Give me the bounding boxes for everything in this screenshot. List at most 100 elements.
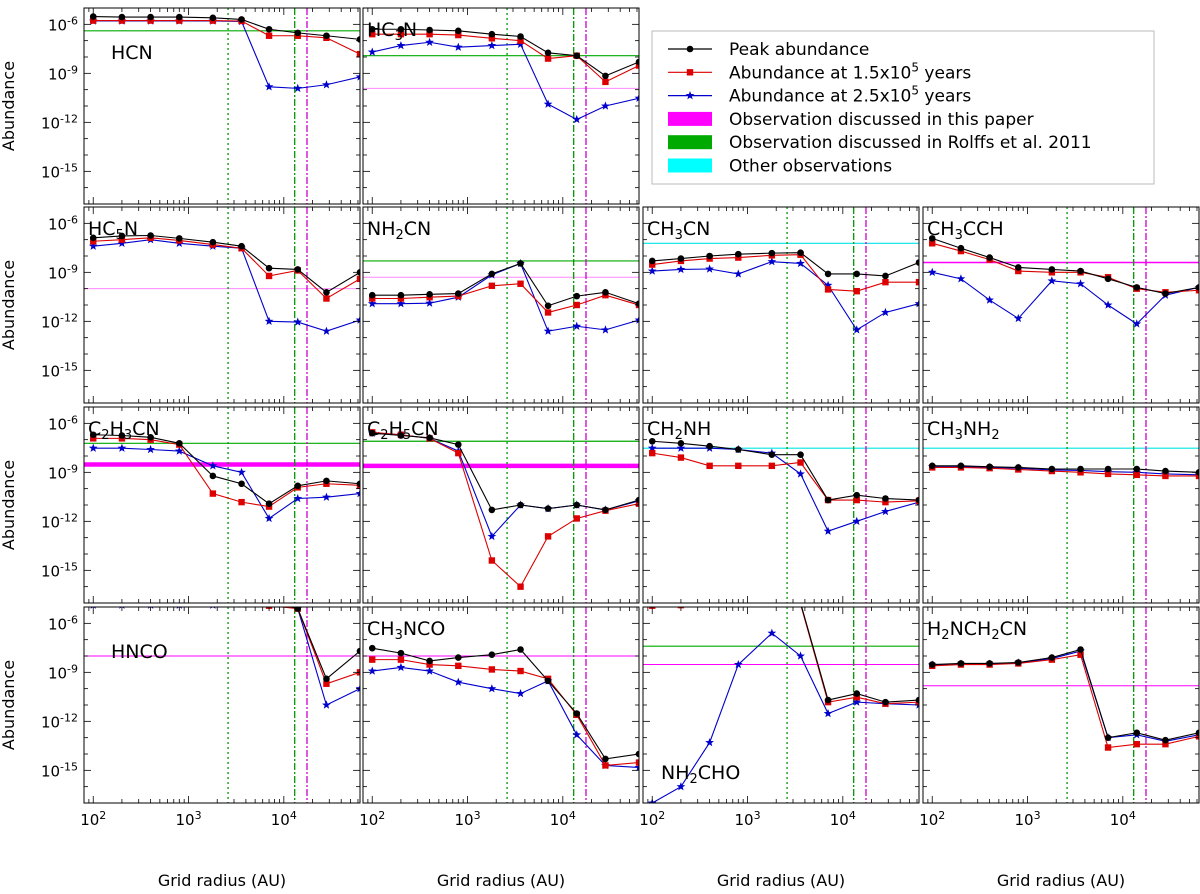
panel-c2h5cn-point-1-6: [544, 533, 552, 540]
species-label-part: 3: [395, 29, 403, 44]
panel-hnco-xtick-label-1-base: 10: [175, 811, 194, 829]
panel-c2h3cn-point-0-7: [294, 482, 302, 490]
panel-h2nch2cn-xtick-label-2-base: 10: [1110, 811, 1129, 829]
panel-c2h3cn-point-0-9: [356, 480, 360, 488]
panel-c2h3cn-ylabel: Abundance: [0, 460, 18, 550]
panel-ch3cn-point-0-6: [824, 270, 832, 278]
panel-ch3cch-point-0-0: [928, 235, 936, 242]
panel-ch3nco-point-0-4: [488, 651, 496, 659]
panel-nh2cho-point-0-9: [915, 696, 919, 704]
panel-hc3n-point-2-1: [396, 40, 406, 50]
panel-ch3nco-xtick-label-0-base: 10: [359, 811, 378, 829]
panel-nh2cn-species-label: NH2CN: [367, 218, 431, 243]
panel-ch3nh2-point-1-6: [1104, 470, 1112, 478]
panel-ch3cn-point-0-8: [882, 272, 889, 280]
panel-h2nch2cn-point-0-1: [957, 660, 965, 667]
panel-nh2cn-point-1-4: [488, 282, 496, 289]
panel-ch2nh-point-0-5: [797, 451, 804, 459]
panel-nh2cn-point-2-1: [396, 299, 406, 308]
panel-nh2cn-point-0-8: [602, 288, 609, 296]
legend-entry-1-label-text: Abundance at 1.5x10: [729, 63, 911, 83]
panel-hcn-ylabel: Abundance: [0, 61, 18, 151]
legend-entry-5-label-text: Other observations: [729, 157, 892, 177]
panel-ch3nh2-point-1-5: [1077, 469, 1084, 476]
panel-hnco-ytick-label-3-base: 10: [41, 762, 60, 780]
panel-nh2cho-xtick-label-2-base: 10: [830, 811, 849, 829]
panel-h2nch2cn-species-label: H2NCH2CN: [927, 618, 1027, 643]
panel-nh2cho-series-line-2: [651, 632, 919, 803]
panel-hc3n-point-1-0: [369, 30, 376, 38]
panel-hnco-ytick-label-0-base: 10: [48, 615, 67, 633]
panel-hc5n-ytick-label-2-exp: -12: [60, 311, 78, 324]
species-label-part: 3: [395, 628, 403, 643]
legend-entry-4-label: Observation discussed in Rolffs et al. 2…: [729, 133, 1092, 153]
species-label-part: CN: [404, 218, 431, 240]
panel-c2h3cn-point-2-4: [208, 461, 218, 470]
species-label-part: 5: [116, 228, 124, 243]
panel-hnco-xtick-label-1: 103: [175, 809, 201, 830]
legend-entry-2-label: Abundance at 2.5x105 years: [729, 84, 971, 107]
panel-nh2cn-point-2-7: [572, 321, 582, 330]
species-label-part: 3: [124, 428, 132, 443]
panel-h2nch2cn-point-0-9: [1195, 729, 1199, 737]
panel-h2nch2cn-point-0-4: [1048, 654, 1056, 661]
panel-ch3cch-point-1-0: [929, 240, 936, 247]
panel-ch3nh2-point-1-9: [1195, 472, 1199, 480]
panel-ch2nh-point-2-8: [881, 506, 890, 516]
panel-ch2nh-species-label: CH2NH: [647, 418, 711, 443]
panel-nh2cn: NH2CN: [362, 206, 640, 404]
panel-c2h5cn-point-0-6: [544, 505, 552, 512]
species-label-part: 2: [396, 228, 404, 243]
panel-hnco-ticks: [83, 606, 360, 804]
panel-ch3nh2-point-0-1: [957, 462, 965, 470]
panel-hc3n-point-1-6: [544, 55, 552, 62]
panel-ch3nco-point-2-3: [453, 677, 463, 686]
panel-hnco-plot-area: [84, 607, 360, 803]
panel-ch2nh-point-1-2: [706, 462, 713, 470]
panel-ch3nh2: CH3NH2: [922, 406, 1200, 604]
panel-ch3cch-species-label: CH3CCH: [927, 218, 1004, 243]
panel-ch3nh2-plot-area: [923, 407, 1199, 603]
panel-c2h5cn-plot-area: [363, 407, 639, 603]
panel-ch2nh-point-0-1: [677, 439, 685, 447]
species-label-part: NH: [367, 218, 396, 240]
panel-hcn-point-0-3: [175, 13, 183, 21]
panel-hc5n-point-0-7: [294, 266, 302, 273]
species-label-part: CCH: [963, 218, 1004, 240]
panel-c2h3cn-point-2-5: [237, 467, 246, 477]
panel-c2h3cn-point-0-3: [175, 439, 183, 447]
species-label-part: 2: [675, 428, 683, 443]
panel-ch3nco-xtick-label-2: 104: [550, 809, 576, 830]
panel-c2h3cn-point-0-2: [147, 433, 154, 441]
panel-c2h3cn-series-line-1: [93, 437, 360, 508]
panel-hc3n-point-2-0: [367, 47, 377, 56]
panel-hc3n-point-0-5: [517, 33, 524, 40]
panel-c2h3cn-ytick-label-2-base: 10: [41, 513, 60, 531]
panel-nh2cho-species-label: NH2CHO: [661, 762, 740, 787]
panel-hc3n-point-2-6: [543, 99, 553, 108]
panel-nh2cho-point-0-6: [824, 696, 832, 704]
species-label-part: C: [367, 418, 380, 440]
panel-ch3cch-series-line-2: [932, 271, 1199, 325]
panel-ch3cn-point-2-0: [647, 266, 657, 275]
species-label-part: CH: [927, 218, 955, 240]
panel-c2h3cn-point-2-6: [264, 513, 274, 523]
panel-hc3n-point-2-9: [634, 93, 639, 102]
panel-c2h5cn-point-0-0: [368, 429, 376, 437]
species-label-part: HNCO: [111, 641, 168, 663]
panel-c2h3cn-ytick-label-0-base: 10: [48, 415, 67, 433]
panel-c2h3cn-ytick-label-2: 10-12: [41, 511, 78, 532]
panel-ch3nh2-series-line-1: [932, 466, 1199, 477]
panel-nh2cn-point-2-6: [543, 326, 553, 335]
panel-hnco-ytick-label-3-exp: -15: [60, 760, 78, 773]
panel-ch2nh-point-0-2: [706, 442, 713, 450]
panel-hcn-series-line-1: [93, 20, 360, 55]
panel-ch2nh-point-2-5: [796, 469, 805, 478]
species-label-part: NH: [661, 762, 690, 784]
panel-h2nch2cn-xtick-label-0: 102: [919, 809, 945, 830]
legend-entry-5: Other observations: [668, 157, 892, 177]
panel-ch3cn-point-2-2: [705, 264, 714, 273]
